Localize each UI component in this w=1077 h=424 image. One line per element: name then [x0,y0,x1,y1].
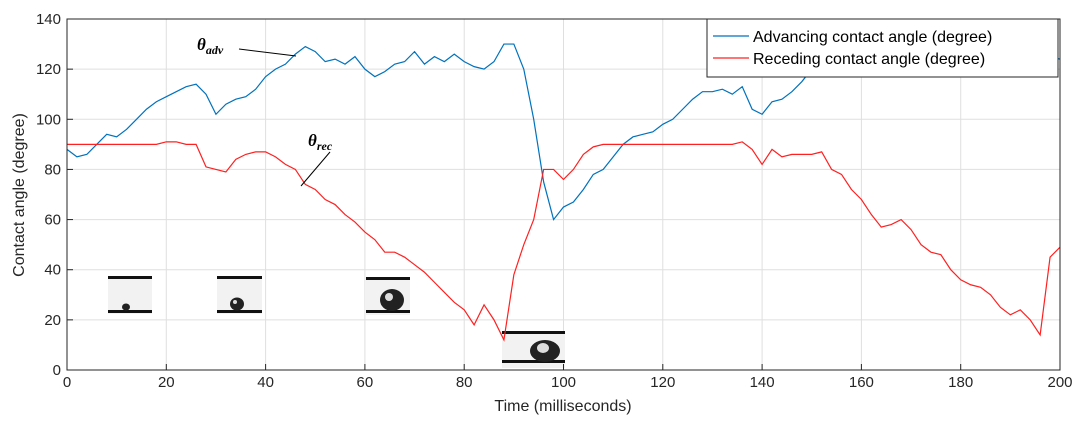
droplet-image [108,276,152,314]
y-tick-label: 40 [44,262,61,279]
x-tick-label: 60 [357,374,374,391]
annotation-leader [238,48,297,57]
y-axis-label: Contact angle (degree) [11,113,28,277]
legend-box [706,18,1059,78]
x-tick-label: 0 [63,374,71,391]
ticks: 0 20 40 60 80 100 120 140 160 180 200 0 20 40 60 80 100 1… [36,11,1073,391]
x-tick-label: 140 [750,374,775,391]
x-tick-label: 120 [650,374,675,391]
x-tick-label: 160 [849,374,874,391]
annotation: θadv [197,35,224,57]
annotation: θrec [308,131,333,153]
y-tick-label: 100 [36,111,61,128]
x-tick-label: 180 [948,374,973,391]
annotation-sub: adv [206,43,224,57]
y-tick-label: 20 [44,312,61,329]
x-tick-label: 80 [456,374,473,391]
x-tick-label: 100 [551,374,576,391]
x-tick-label: 20 [158,374,175,391]
legend-label: Receding contact angle (degree) [753,51,985,68]
y-tick-label: 120 [36,61,61,78]
annotation-text: θ [308,131,317,150]
y-tick-label: 0 [53,362,61,379]
insets [108,276,565,368]
annotation-leader [300,151,331,187]
x-tick-label: 40 [257,374,274,391]
y-tick-label: 140 [36,11,61,28]
series-line [67,141,1061,342]
legend: Advancing contact angle (degree) Receding… [706,18,1059,78]
annotation-text: θ [197,35,206,54]
droplet-image [217,276,262,314]
annotation-sub: rec [317,139,333,153]
y-tick-label: 60 [44,212,61,229]
y-tick-label: 80 [44,161,61,178]
x-axis-label: Time (milliseconds) [494,398,631,415]
droplet-image [366,277,410,315]
droplet-image [502,331,565,368]
legend-label: Advancing contact angle (degree) [753,29,992,46]
x-tick-label: 200 [1047,374,1072,391]
